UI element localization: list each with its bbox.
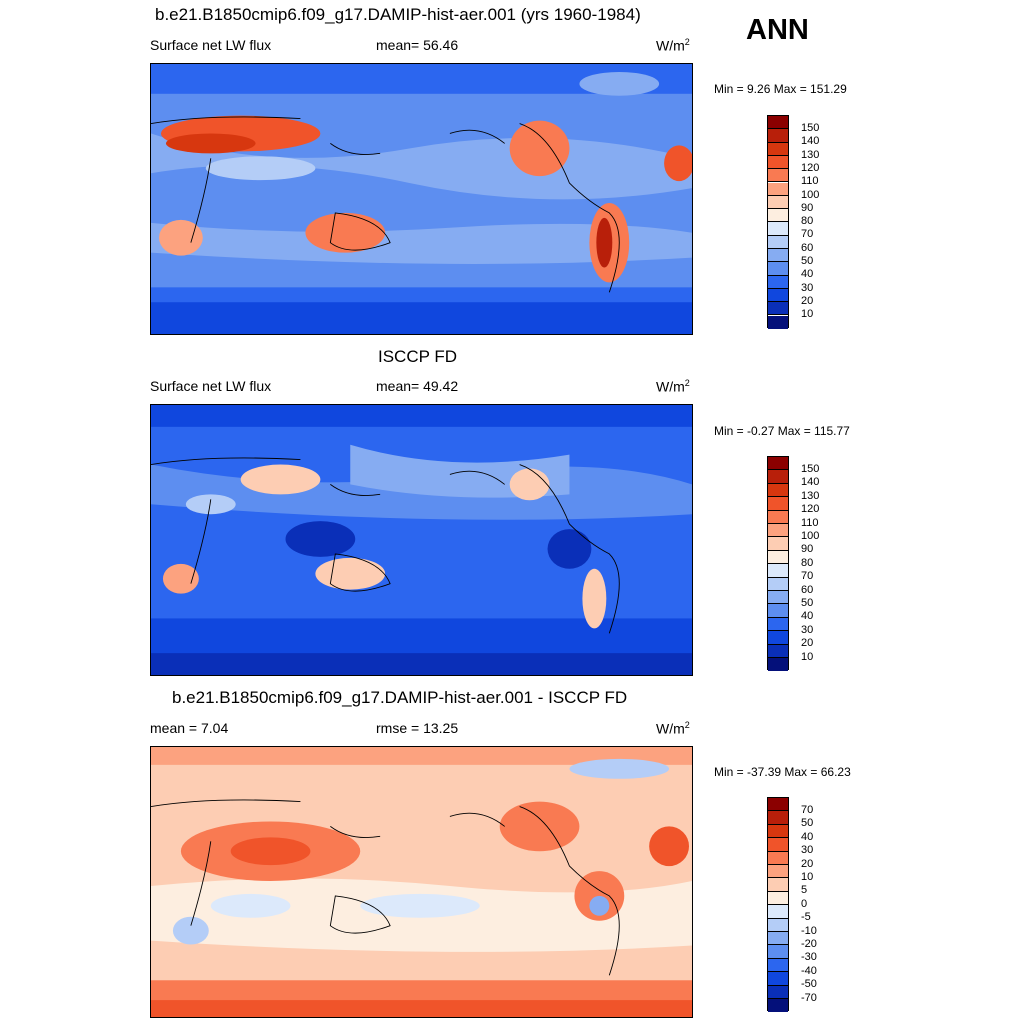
panel-3-tick: 70 [801,804,814,816]
panel-2-tick: 110 [801,516,819,529]
panel-3-tick: 20 [801,857,814,870]
panel-2-tick: 20 [801,637,814,650]
panel-1-colorbar [767,115,789,329]
panel-2-map [150,404,693,676]
season-label: ANN [746,14,809,46]
panel-1-tick: 130 [801,148,820,161]
panel-1-tick: 120 [801,161,820,174]
panel-1-tick: 30 [801,281,814,294]
panel-1-tick: 20 [801,294,814,307]
panel-2-tick: 120 [801,503,820,516]
panel-3-tick: 5 [801,884,808,897]
panel-2-tick: 60 [801,583,814,596]
panel-2-colorbar [767,456,789,671]
panel-1-tick: 50 [801,255,814,267]
panel-1-tick: 150 [801,122,820,134]
panel-3-tick: -40 [801,964,817,977]
panel-1-title: b.e21.B1850cmip6.f09_g17.DAMIP-hist-aer.… [155,5,641,24]
panel-3-tick: -20 [801,938,817,950]
panel-1-tick: 40 [801,268,814,281]
panel-3-tick: 40 [801,830,814,843]
panel-2-variable-label: Surface net LW flux [150,378,272,394]
panel-2-tick: 100 [801,530,820,542]
panel-2-title: ISCCP FD [378,347,458,366]
panel-3-rmse-label: rmse = 13.25 [376,720,459,736]
panel-2-minmax: Min = -0.27 Max = 115.77 [714,424,850,438]
panel-3-map [150,746,693,1018]
panel-1-minmax: Min = 9.26 Max = 151.29 [714,82,847,96]
panel-1-map [150,63,693,335]
panel-2-tick: 130 [801,489,820,502]
panel-3-colorbar [767,797,789,1012]
panel-1-tick: 70 [801,228,814,241]
panel-3-tick: -30 [801,951,817,964]
panel-1-tick: 10 [801,308,814,321]
panel-3-mean-label: mean = 7.04 [150,720,229,736]
panel-2-tick: 10 [801,650,814,663]
panel-2-tick: 140 [801,476,820,489]
panel-1-tick: 140 [801,135,820,148]
panel-2-tick: 30 [801,623,814,636]
panel-1-units-label: W/m2 [656,37,690,54]
panel-1-tick: 110 [801,175,819,188]
panel-3-tick: -10 [801,924,817,937]
panel-1-tick: 100 [801,188,820,201]
panel-3-tick: -70 [801,991,817,1004]
panel-1-tick: 90 [801,201,814,214]
panel-3-tick: -5 [801,911,811,924]
panel-3-tick: 10 [801,871,814,883]
panel-3-tick: -50 [801,978,817,991]
panel-2-tick: 50 [801,597,814,609]
panel-2-units-label: W/m2 [656,378,690,395]
panel-3-minmax: Min = -37.39 Max = 66.23 [714,765,851,779]
panel-1-variable-label: Surface net LW flux [150,37,272,53]
panel-2-tick: 150 [801,463,820,475]
panel-2-tick: 80 [801,556,814,569]
panel-3-units-label: W/m2 [656,720,690,737]
panel-1-tick: 60 [801,241,814,254]
panel-1-tick: 80 [801,215,814,228]
panel-1-mean-label: mean= 56.46 [376,37,459,53]
panel-2-mean-label: mean= 49.42 [376,378,459,394]
panel-3-tick: 0 [801,897,808,910]
panel-3-tick: 50 [801,817,814,830]
panel-3-title: b.e21.B1850cmip6.f09_g17.DAMIP-hist-aer.… [172,688,628,707]
panel-2-tick: 40 [801,610,814,623]
panel-2-tick: 90 [801,543,814,556]
panel-3-tick: 30 [801,844,814,857]
panel-2-tick: 70 [801,570,814,583]
